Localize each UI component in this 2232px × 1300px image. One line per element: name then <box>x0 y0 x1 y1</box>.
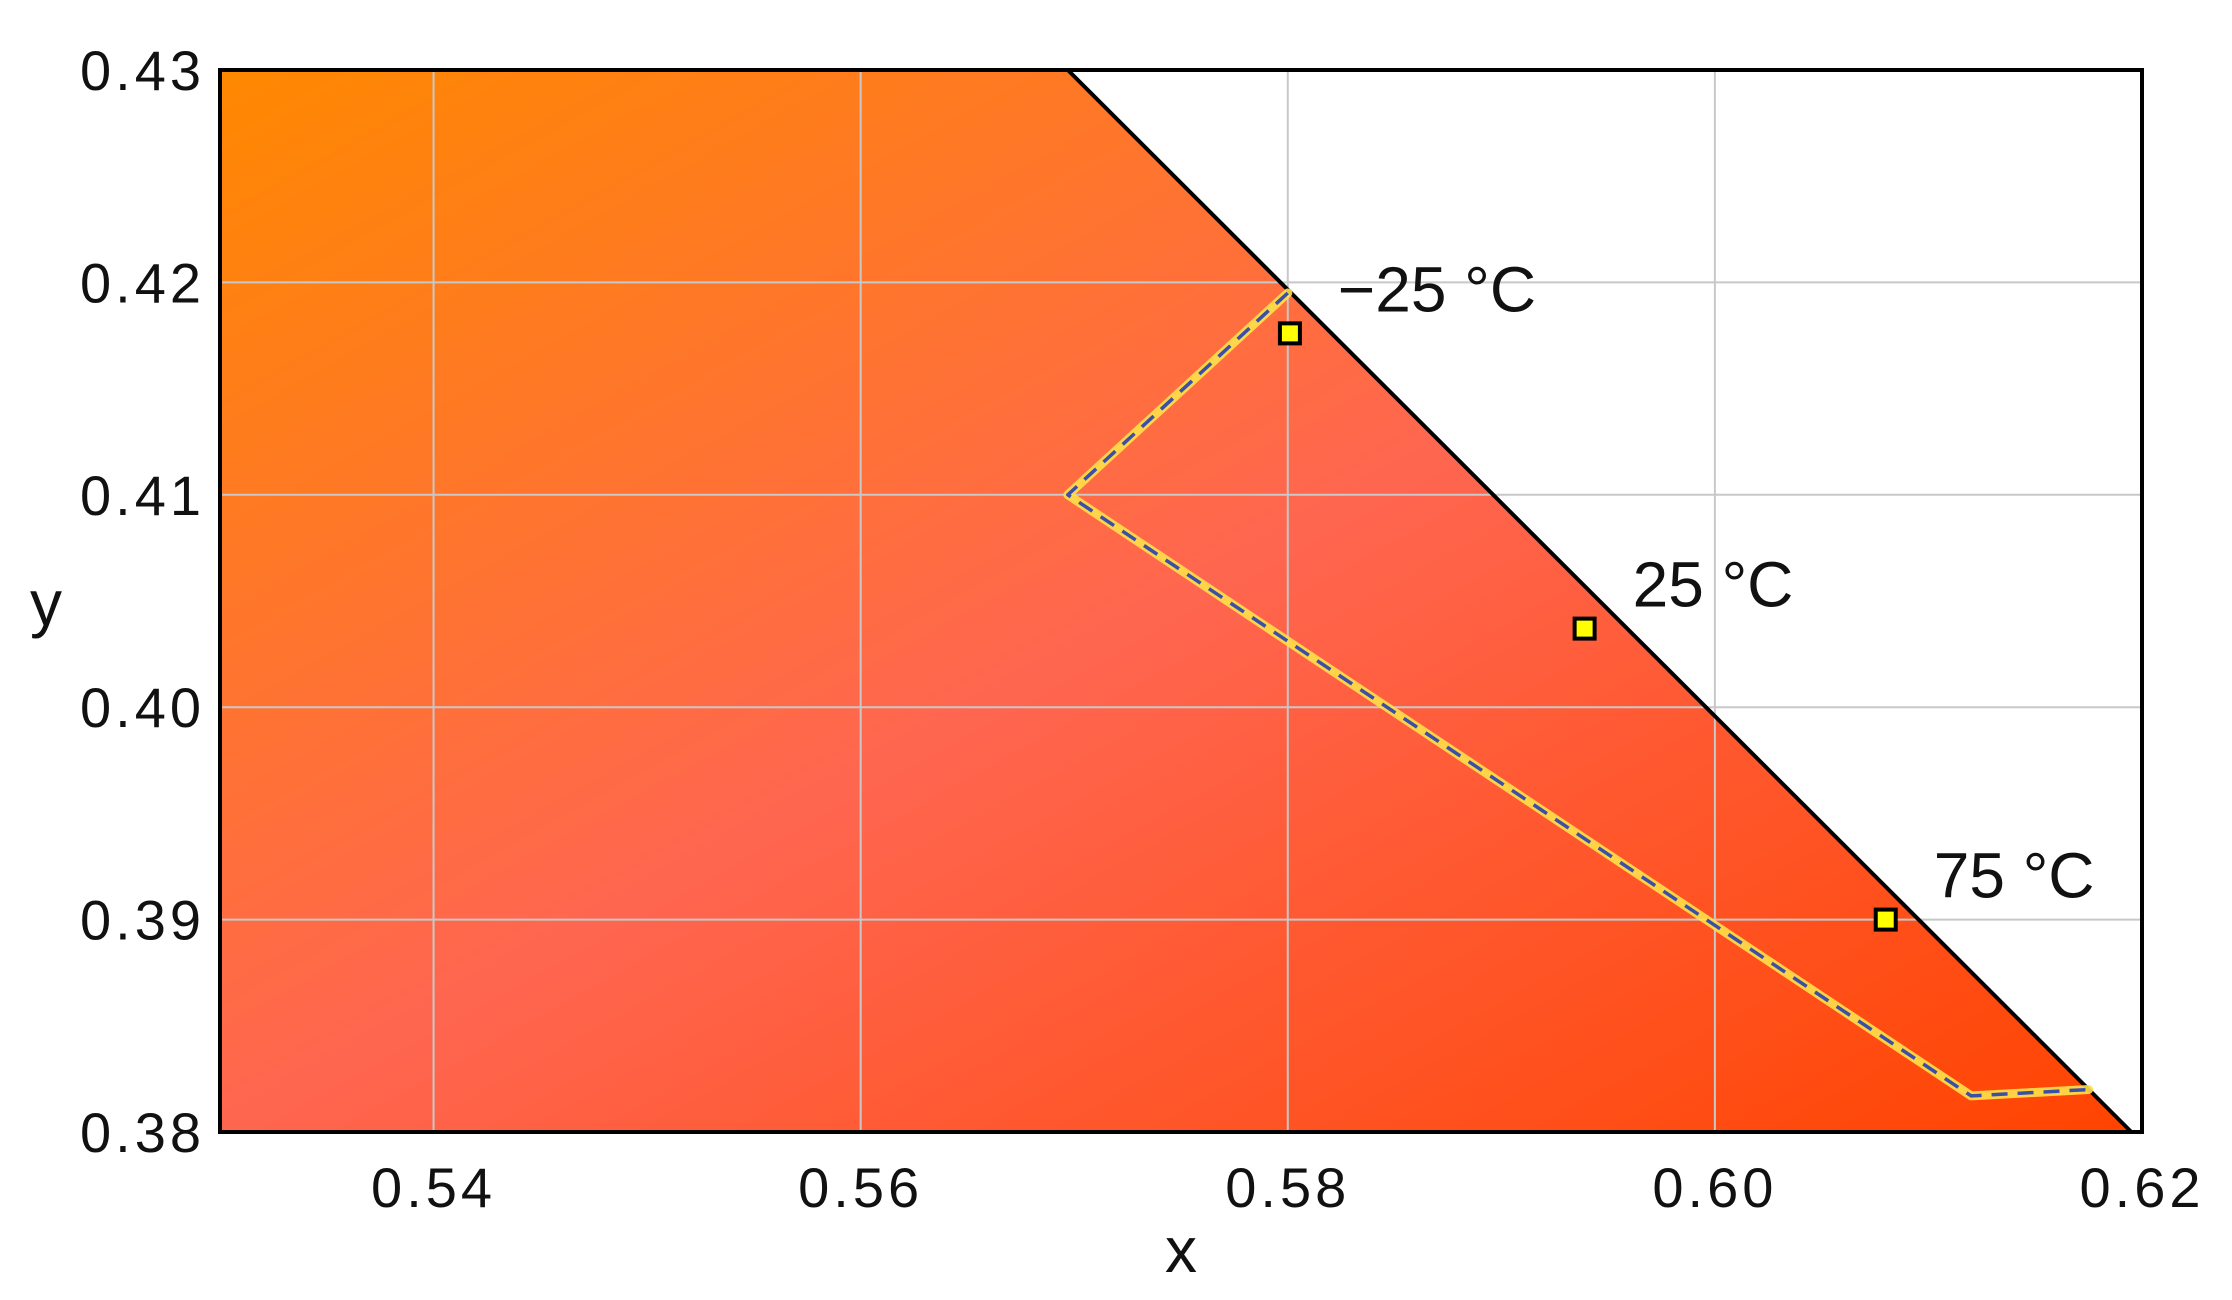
region-boundary <box>1063 288 2094 1101</box>
data-point-label: 75 °C <box>1934 840 2095 912</box>
x-tick-label: 0.60 <box>1652 1156 1777 1219</box>
y-tick-label: 0.38 <box>80 1101 205 1164</box>
y-tick-label: 0.41 <box>80 464 205 527</box>
plot-frame <box>218 68 2144 1134</box>
y-tick-label: 0.42 <box>80 251 205 314</box>
data-point-marker <box>1277 321 1302 346</box>
x-axis-title: x <box>1165 1214 1197 1286</box>
x-tick-label: 0.58 <box>1225 1156 1350 1219</box>
plot-area <box>220 70 2132 1132</box>
tick-labels: 0.54 0.56 0.58 0.60 0.62 0.43 0.42 0.41 0.40 0.39… <box>80 39 2205 1219</box>
data-point-label: −25 °C <box>1338 253 1536 325</box>
y-tick-label: 0.39 <box>80 889 205 952</box>
x-tick-label: 0.62 <box>2080 1156 2205 1219</box>
x-tick-label: 0.54 <box>371 1156 496 1219</box>
spectral-locus <box>1066 68 2133 1134</box>
y-axis-title: y <box>30 567 62 639</box>
y-tick-label: 0.43 <box>80 39 205 102</box>
color-region <box>220 70 2132 1132</box>
data-point-label: 25 °C <box>1633 549 1794 621</box>
boundary-dashes <box>1066 291 2089 1098</box>
y-tick-label: 0.40 <box>80 676 205 739</box>
plot-border <box>218 68 2144 1134</box>
x-tick-label: 0.56 <box>798 1156 923 1219</box>
data-points: −25 °C 25 °C 75 °C <box>1277 253 2095 932</box>
data-point-marker <box>1572 616 1597 641</box>
data-point-marker <box>1873 907 1898 932</box>
spectral-locus-line <box>1066 68 2133 1134</box>
